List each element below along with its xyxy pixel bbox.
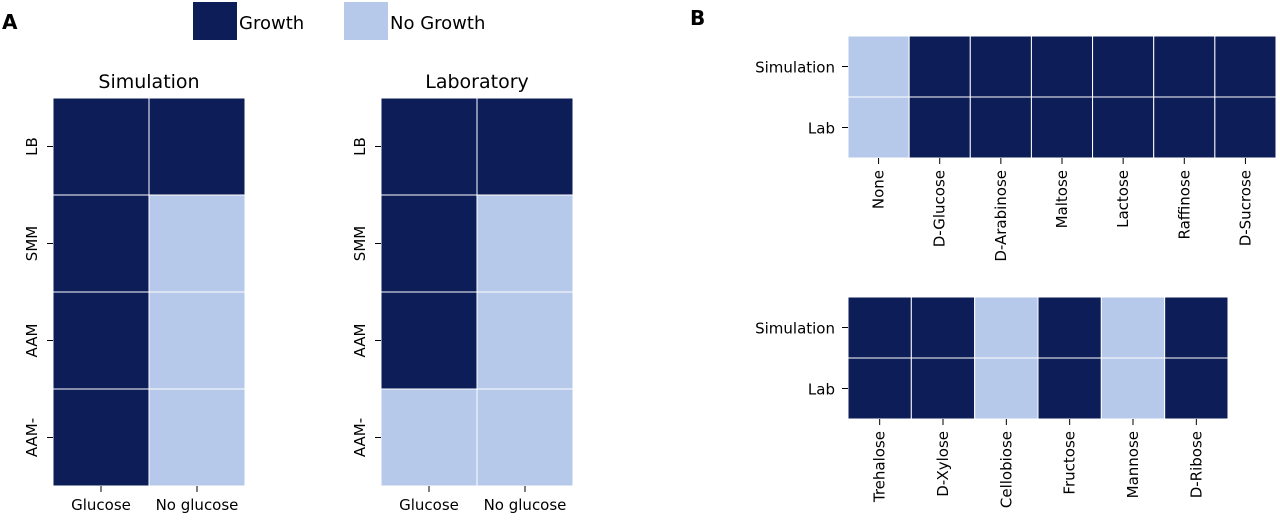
heatmap-cell [380, 388, 478, 487]
col-tick-label: Lactose [1114, 170, 1132, 228]
panel-label-a: A [2, 10, 18, 34]
col-tick-label: D-Ribose [1187, 431, 1205, 498]
heatmap-4: Simulation Lab Trehalose D-Xylose Cellobiose… [755, 296, 1229, 508]
heatmap-cell [1153, 35, 1216, 98]
heatmap-cell [380, 194, 478, 293]
heatmap-cell [847, 296, 912, 359]
legend-label-growth: Growth [239, 13, 304, 34]
heatmap-cell [1037, 357, 1102, 420]
col-tick-label: Maltose [1053, 170, 1071, 228]
heatmap-2: Laboratory LB SMM AAM AAM- Glucose No glucose [351, 71, 574, 514]
row-tick-label: Lab [808, 120, 835, 138]
heatmap-cell [1164, 296, 1229, 359]
col-tick-label: No glucose [484, 496, 567, 514]
heatmap-cell [148, 291, 246, 390]
heatmap-cell [974, 357, 1039, 420]
heatmap-cell [476, 97, 574, 196]
heatmap-cell [52, 97, 150, 196]
heatmap-cell [148, 194, 246, 293]
col-tick-label: D-Xylose [934, 431, 952, 497]
col-tick-label: Glucose [399, 496, 459, 514]
heatmap-cell [1214, 96, 1277, 159]
legend: Growth No Growth [193, 2, 485, 40]
panel-label-b: B [690, 6, 705, 30]
heatmap-cell [148, 97, 246, 196]
heatmap-cell [847, 35, 910, 98]
heatmap-title: Simulation [98, 71, 199, 93]
heatmap-cell [476, 291, 574, 390]
heatmap-cell [1214, 35, 1277, 98]
heatmap-cell [148, 388, 246, 487]
heatmap-cell [1092, 96, 1155, 159]
col-tick-label: D-Sucrose [1236, 170, 1254, 246]
col-tick-label: Glucose [71, 496, 131, 514]
heatmap-cell [52, 291, 150, 390]
col-tick-label: D-Glucose [931, 170, 949, 247]
heatmap-cell [1153, 96, 1216, 159]
heatmap-cell [380, 97, 478, 196]
row-tick-label: AAM [23, 324, 41, 358]
col-tick-label: None [870, 170, 888, 209]
heatmap-cell [847, 357, 912, 420]
heatmap-cell [847, 96, 910, 159]
heatmap-cell [910, 296, 976, 359]
col-tick-label: D-Arabinose [992, 170, 1010, 262]
row-tick-label: Simulation [755, 320, 835, 338]
row-tick-label: LB [23, 137, 41, 156]
col-tick-label: Raffinose [1175, 170, 1193, 240]
heatmap-cell [908, 35, 971, 98]
heatmap-cell [1100, 357, 1166, 420]
col-tick-label: Mannose [1124, 431, 1142, 498]
heatmap-cell [1037, 296, 1102, 359]
col-tick-label: Fructose [1061, 431, 1079, 495]
heatmap-cell [1030, 35, 1094, 98]
row-tick-label: SMM [23, 226, 41, 261]
col-tick-label: Cellobiose [997, 431, 1015, 508]
heatmap-cell [380, 291, 478, 390]
heatmap-cell [52, 194, 150, 293]
heatmap-1: Simulation LB SMM AAM AAM- Glucose No glucose [23, 71, 246, 514]
heatmap-cell [1164, 357, 1229, 420]
heatmap-cell [910, 357, 976, 420]
row-tick-label: AAM- [351, 418, 369, 457]
heatmap-cell [969, 35, 1032, 98]
heatmap-cell [1100, 296, 1166, 359]
row-tick-label: SMM [351, 226, 369, 261]
heatmap-cell [974, 296, 1039, 359]
row-tick-label: AAM- [23, 418, 41, 457]
heatmap-cell [476, 388, 574, 487]
heatmap-cell [52, 388, 150, 487]
heatmap-cell [908, 96, 971, 159]
heatmap-cell [969, 96, 1032, 159]
heatmap-cell [1092, 35, 1155, 98]
row-tick-label: AAM [351, 324, 369, 358]
legend-swatch-growth [193, 2, 237, 40]
row-tick-label: LB [351, 137, 369, 156]
col-tick-label: No glucose [156, 496, 239, 514]
legend-swatch-no-growth [344, 2, 388, 40]
row-tick-label: Simulation [755, 59, 835, 77]
heatmap-cell [476, 194, 574, 293]
col-tick-label: Trehalose [871, 431, 889, 503]
row-tick-label: Lab [808, 381, 835, 399]
legend-label-no-growth: No Growth [390, 13, 485, 34]
heatmap-cell [1030, 96, 1094, 159]
heatmap-3: Simulation Lab None D-Glucose D-Arabinose Mal… [755, 35, 1277, 262]
heatmap-title: Laboratory [425, 71, 529, 93]
